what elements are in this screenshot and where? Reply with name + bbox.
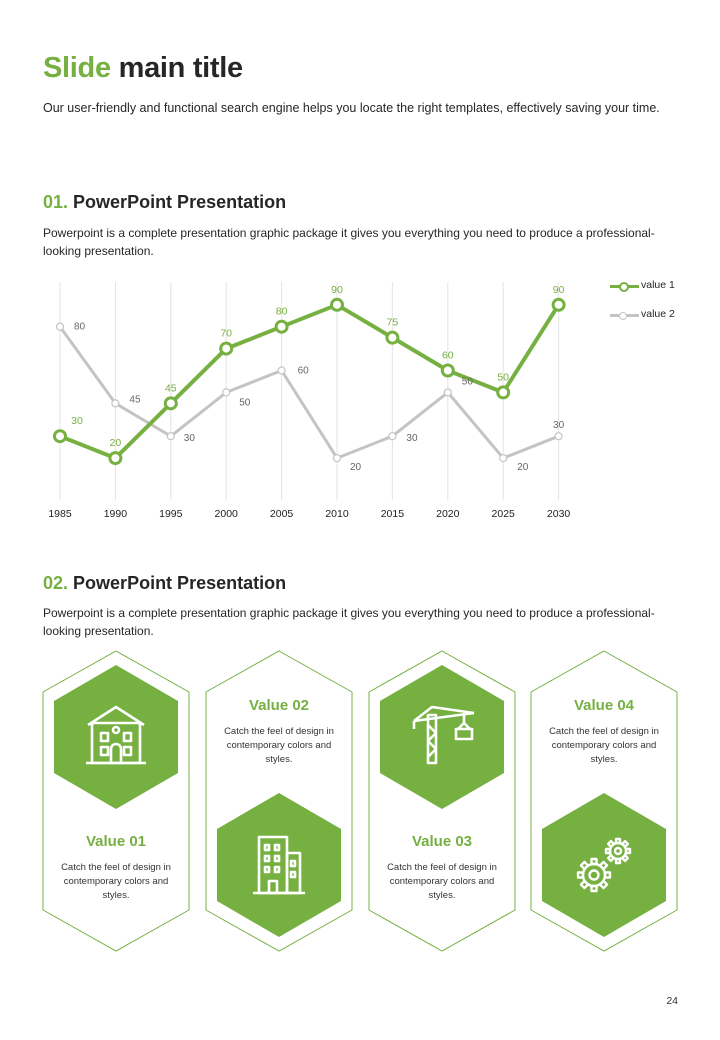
page-number: 24 [666,995,678,1007]
series-1-label-2025: 50 [497,371,509,383]
x-tick-2030: 2030 [547,508,571,520]
value-card-4: Value 04 Catch the feel of design in con… [530,650,678,952]
series-2-point-2020 [443,388,452,397]
chart-series [53,297,566,466]
series-1-point-2015 [385,330,400,345]
series-line-2 [58,325,560,460]
x-tick-2015: 2015 [381,508,405,520]
series-2-point-1995 [166,432,175,441]
series-1-label-2010: 90 [331,284,343,296]
x-tick-2020: 2020 [436,508,460,520]
card-3-title: Value 03 [411,833,473,850]
series-2-point-2000 [222,388,231,397]
section-1-title: PowerPoint Presentation [73,192,287,212]
x-tick-2000: 2000 [215,508,239,520]
series-1-point-1995 [163,396,178,411]
series-1-point-2030 [551,297,566,312]
crane-icon [400,695,484,779]
series-1-point-2010 [330,297,344,312]
section-2-text: Powerpoint is a complete presentation gr… [43,606,655,638]
series-2-label-2005: 60 [298,366,310,377]
section-2-title: PowerPoint Presentation [73,573,287,593]
series-2-point-1990 [111,399,120,408]
series-2-label-1985: 80 [74,322,86,333]
page-subtitle: Our user-friendly and functional search … [43,101,660,115]
value-cards: Value 01 Catch the feel of design in con… [0,650,720,952]
series-1-point-2000 [219,341,234,356]
house-icon [74,695,158,779]
series-1-point-2005 [274,319,289,334]
card-4-text: Catch the feel of design in contemporary… [549,726,659,765]
page-title: Slide main title [43,52,243,85]
card-2-text: Catch the feel of design in contemporary… [224,726,334,765]
series-2-label-1990: 45 [129,394,141,405]
legend-label-value-1: value 1 [641,279,675,291]
x-tick-1985: 1985 [48,508,72,520]
card-4-title: Value 04 [573,697,635,714]
x-tick-1990: 1990 [104,508,128,520]
legend-label-value-2: value 2 [641,308,675,320]
legend-marker-value-2 [619,312,627,320]
x-tick-1995: 1995 [159,508,183,520]
x-tick-2005: 2005 [270,508,294,520]
value-card-3: Value 03 Catch the feel of design in con… [368,650,516,952]
series-2-label-2000: 50 [239,397,251,408]
card-3-text: Catch the feel of design in contemporary… [387,862,497,901]
gears-icon [562,823,646,907]
x-tick-2010: 2010 [325,508,349,520]
series-2-label-1995: 30 [184,433,196,444]
title-rest: main title [118,52,244,84]
series-2-label-2015: 30 [406,433,418,444]
series-1-point-1990 [108,451,123,466]
card-1-outline [42,650,190,952]
series-1-label-2030: 90 [553,284,565,296]
card-1-text: Catch the feel of design in contemporary… [61,862,171,901]
series-2-label-2010: 20 [350,462,362,473]
series-1-label-1990: 20 [110,437,122,449]
series-2-point-2015 [388,432,397,441]
value-card-2: Value 02 Catch the feel of design in con… [205,650,353,952]
series-1-point-2025 [496,385,511,400]
series-line-1 [59,302,561,461]
card-2-title: Value 02 [248,697,310,714]
building-icon [237,823,321,907]
series-1-label-2015: 75 [387,317,399,329]
series-2-point-2010 [332,454,342,463]
series-1-point-1985 [53,429,67,444]
line-chart: 3020457080907560509080453050602030502030… [48,282,570,520]
x-tick-2025: 2025 [492,508,516,520]
series-1-label-2020: 60 [442,350,454,362]
series-1-point-2020 [440,363,455,378]
series-1-label-1985: 30 [71,415,83,427]
series-2-label-2030: 30 [553,420,565,431]
legend-marker-value-1 [619,282,629,292]
card-1-title: Value 01 [85,833,147,850]
section-1-text: Powerpoint is a complete presentation gr… [43,226,655,258]
series-1-label-1995: 45 [165,382,177,394]
series-2-point-2025 [499,454,508,463]
card-4-outline [530,650,678,952]
chart-x-ticks: 1985 1990 1995 2000 2005 2010 2015 2020 2025 2030 [48,508,570,520]
card-2-outline [205,650,353,952]
card-3-outline [368,650,516,952]
section-2-number: 02. [43,573,69,593]
series-2-label-2025: 20 [517,462,529,473]
chart-labels: 30 20 45 70 80 90 75 60 50 90 80 45 30 50 60 20 30 50 20 30 [71,284,564,473]
value-card-1: Value 01 Catch the feel of design in con… [42,650,190,952]
series-2-point-2005 [277,366,286,375]
title-accent: Slide [43,52,111,84]
series-1-label-2000: 70 [220,328,232,340]
section-1-number: 01. [43,192,69,212]
section-1-heading: 01. PowerPoint Presentation [43,192,286,213]
series-1-label-2005: 80 [276,306,288,318]
section-2-heading: 02. PowerPoint Presentation [43,573,286,594]
series-2-point-2030 [554,432,563,441]
series-2-point-1985 [55,322,65,331]
series-2-label-2020: 50 [462,376,474,387]
